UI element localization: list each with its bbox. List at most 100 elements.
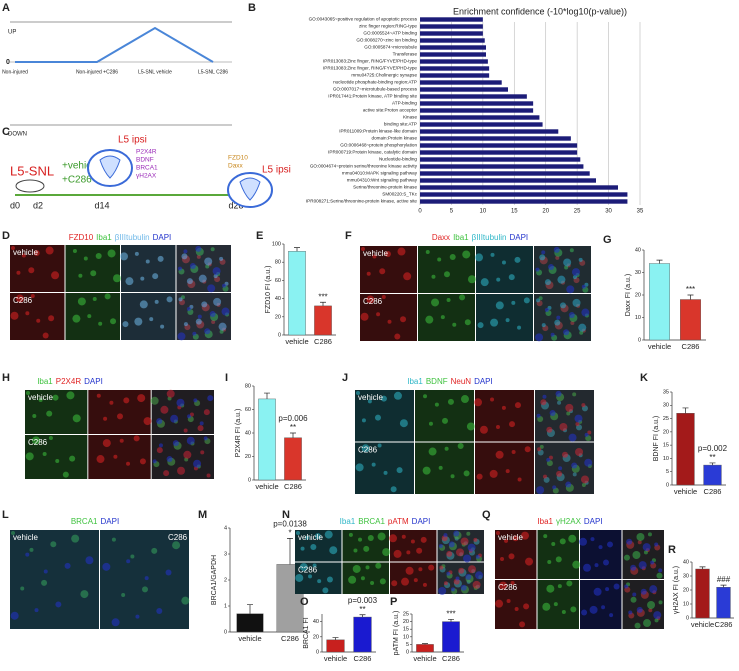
cell-signal xyxy=(550,332,555,337)
stain-label: DAPI xyxy=(412,517,431,526)
error-bar xyxy=(247,604,253,614)
cell-signal xyxy=(568,312,575,319)
y-tick-label: 5 xyxy=(406,642,409,648)
x-tick-label: 20 xyxy=(542,209,549,215)
cell-signal xyxy=(72,414,81,423)
cell-signal xyxy=(581,308,590,317)
cell-signal xyxy=(457,442,464,449)
cell-signal xyxy=(517,477,522,482)
stain-label: BDNF xyxy=(426,377,448,386)
cell-signal xyxy=(219,256,224,261)
stain-tint xyxy=(475,390,534,442)
cell-signal xyxy=(510,581,515,585)
marker-label: BDNF xyxy=(136,157,154,164)
cell-signal xyxy=(355,463,364,472)
cell-signal xyxy=(204,328,211,335)
cell-signal xyxy=(348,575,357,584)
cell-signal xyxy=(92,296,97,301)
panel-label: M xyxy=(198,509,207,521)
site-label: L5 ipsi xyxy=(262,165,291,176)
bar xyxy=(420,122,543,127)
stain-tint xyxy=(622,530,664,579)
stain-legend: Iba1 γH2AX DAPI xyxy=(537,517,602,526)
y-tick-label: GO:0008270~zinc ion binding xyxy=(356,38,417,43)
stain-legend: Iba1 P2X4R DAPI xyxy=(37,377,103,386)
cell-signal xyxy=(495,450,504,459)
cell-signal xyxy=(361,444,370,453)
stain-tint xyxy=(360,246,417,293)
y-tick-label: binding site:ATP xyxy=(384,122,417,127)
annotation: ### xyxy=(717,575,731,584)
cell-signal xyxy=(183,450,192,459)
stain-tint xyxy=(415,442,474,494)
cell-signal xyxy=(26,391,30,395)
bar xyxy=(420,45,486,50)
cell-signal xyxy=(145,259,150,264)
bar xyxy=(326,639,345,653)
stain-legend: Iba1 BRCA1 pATM DAPI xyxy=(340,517,431,526)
cell-signal xyxy=(438,465,443,470)
cell-signal xyxy=(643,550,648,555)
bar xyxy=(314,305,332,336)
bar xyxy=(258,398,276,481)
cell-signal xyxy=(104,293,111,300)
y-tick-label: GO:0004674~protein serine/threonine kina… xyxy=(310,164,418,169)
y-tick-label: 0 xyxy=(406,649,409,655)
cell-signal xyxy=(372,254,377,259)
cell-signal xyxy=(34,608,39,613)
cell-signal xyxy=(380,395,387,402)
y-tick-label: 15 xyxy=(663,443,669,449)
cell-signal xyxy=(72,314,81,323)
cell-signal xyxy=(552,485,557,490)
stain-tint xyxy=(151,435,214,479)
annotation: ** xyxy=(709,453,715,462)
cell-signal xyxy=(299,563,308,572)
y-tick-label: mmu04725:Cholinergic synapse xyxy=(351,73,417,78)
y-tick-label: Serine/threonine-protein kinase xyxy=(353,185,417,190)
cell-signal xyxy=(45,246,54,255)
cell-signal xyxy=(466,422,475,431)
cell-signal xyxy=(541,250,546,255)
cell-signal xyxy=(177,266,182,271)
cell-signal xyxy=(326,576,333,583)
cell-signal xyxy=(314,533,321,540)
cell-signal xyxy=(642,543,651,552)
bar xyxy=(420,59,488,64)
x-tick-label: C286 xyxy=(281,634,299,643)
cell-signal xyxy=(564,265,569,270)
stain-tint xyxy=(537,530,579,579)
cell-signal xyxy=(581,284,586,289)
cell-signal xyxy=(178,297,183,302)
cell-signal xyxy=(170,414,179,423)
y-tick-label: 20 xyxy=(275,314,281,320)
error-bar xyxy=(320,301,326,306)
cell-signal xyxy=(580,475,589,484)
bar xyxy=(680,299,701,341)
cell-signal xyxy=(539,444,544,449)
y-tick-label: 0 xyxy=(248,477,251,483)
stain-tint xyxy=(537,580,579,629)
cell-signal xyxy=(207,284,216,293)
cell-signal xyxy=(440,315,445,320)
cell-signal xyxy=(543,534,548,539)
cell-signal xyxy=(150,396,159,405)
cell-signal xyxy=(463,554,472,563)
y-tick-label: 10 xyxy=(635,315,641,321)
stain-label: Iba1 xyxy=(453,233,469,242)
cell-signal xyxy=(109,400,114,405)
cell-signal xyxy=(584,432,589,437)
cell-signal xyxy=(197,314,202,319)
y-tick-label: 20 xyxy=(245,454,251,460)
cell-signal xyxy=(207,395,214,402)
error-bar xyxy=(422,643,428,645)
x-label: L5-SNL C286 xyxy=(198,69,228,75)
stain-tint xyxy=(151,390,214,434)
cell-signal xyxy=(10,311,19,320)
bar xyxy=(420,178,596,183)
condition-label: vehicle xyxy=(498,533,523,542)
y-tick-label: 80 xyxy=(275,260,281,266)
cell-signal xyxy=(183,322,188,327)
y-tick-label: Transferase xyxy=(393,52,418,57)
cell-signal xyxy=(561,610,566,615)
marker-label: γH2AX xyxy=(136,173,157,180)
